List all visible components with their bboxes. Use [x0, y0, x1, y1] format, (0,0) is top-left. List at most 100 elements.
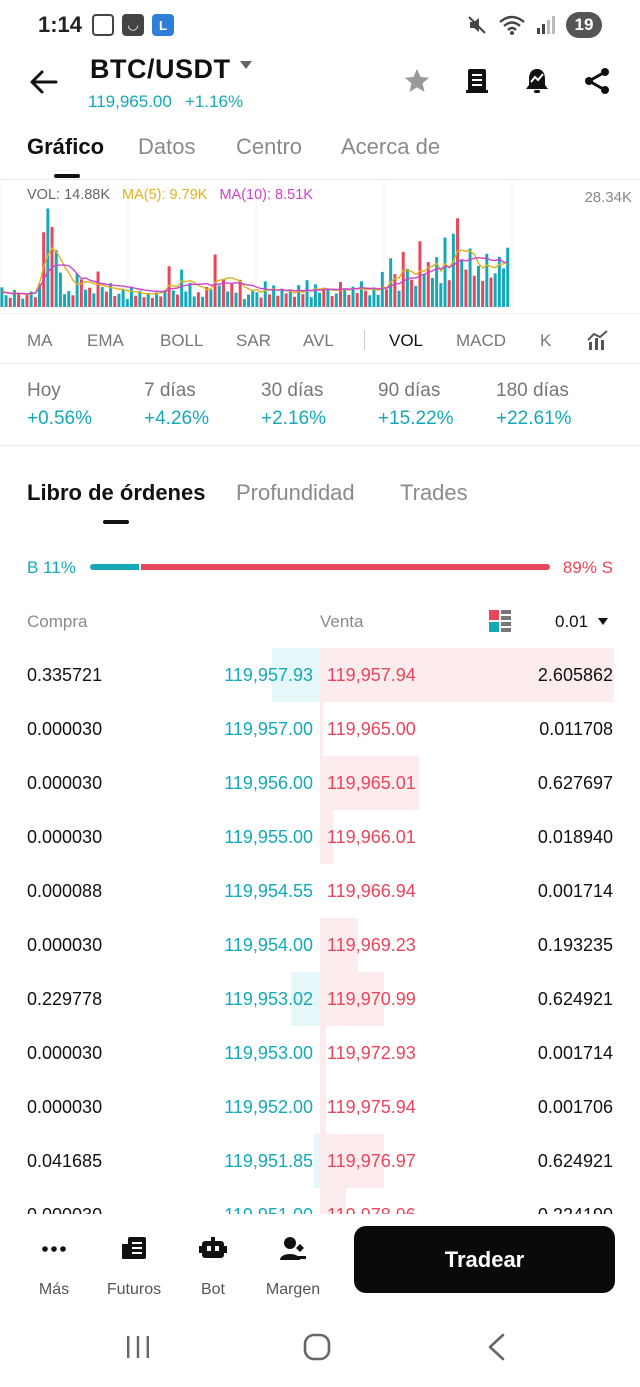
- column-header-venta: Venta: [320, 612, 364, 631]
- volume-bar: [481, 280, 485, 307]
- volume-bar: [502, 268, 506, 307]
- volume-bar: [272, 285, 276, 307]
- tab-centro[interactable]: Centro: [236, 134, 303, 159]
- ask-price: 119,969.23: [327, 935, 416, 955]
- orderbook-row[interactable]: 0.041685 119,951.85 119,976.97 0.624921: [0, 1134, 640, 1188]
- vol-legend: VOL: 14.88K: [27, 187, 111, 203]
- volume-bar: [171, 290, 175, 307]
- orderbook-row[interactable]: 0.229778 119,953.02 119,970.99 0.624921: [0, 972, 640, 1026]
- tab-acerca-de[interactable]: Acerca de: [341, 134, 441, 159]
- nav-label: Margen: [265, 1281, 321, 1298]
- indicator-macd[interactable]: MACD: [456, 331, 507, 350]
- volume-bar: [201, 296, 205, 307]
- volume-bar: [213, 254, 217, 307]
- trade-button[interactable]: Tradear: [354, 1226, 615, 1293]
- nav-bot[interactable]: Bot: [173, 1234, 253, 1299]
- orderbook-row[interactable]: 0.000030 119,957.00 119,965.00 0.011708: [0, 702, 640, 756]
- volume-bar: [33, 297, 37, 307]
- book-layout-icon[interactable]: [488, 609, 512, 633]
- orderbook-row[interactable]: 0.000030 119,952.00 119,975.94 0.001706: [0, 1080, 640, 1134]
- robot-icon: [199, 1237, 227, 1258]
- back-arrow-icon[interactable]: [28, 66, 60, 98]
- volume-bar: [397, 290, 401, 307]
- orderbook-row[interactable]: 0.000088 119,954.55 119,966.94 0.001714: [0, 864, 640, 918]
- volume-bar: [38, 283, 41, 307]
- volume-bar: [0, 287, 4, 307]
- orderbook-row[interactable]: 0.335721 119,957.93 119,957.94 2.605862: [0, 648, 640, 702]
- tab-trades[interactable]: Trades: [400, 480, 468, 505]
- price-alert-icon[interactable]: [522, 66, 552, 96]
- volume-bar: [263, 281, 267, 307]
- volume-bar: [12, 290, 16, 307]
- pair-selector[interactable]: BTC/USDT: [90, 54, 231, 84]
- indicator-boll[interactable]: BOLL: [160, 331, 204, 350]
- tab-profundidad[interactable]: Profundidad: [236, 480, 355, 505]
- volume-chart[interactable]: VOL: 14.88K MA(5): 9.79K MA(10): 8.51K 2…: [0, 180, 640, 314]
- volume-bar: [267, 294, 271, 307]
- ask-price: 119,966.94: [327, 881, 416, 901]
- indicator-avl[interactable]: AVL: [303, 331, 334, 350]
- volume-bar: [384, 289, 388, 307]
- sell-ratio-bar: [141, 564, 550, 570]
- indicator-tabs: MA EMA BOLL SAR AVL VOL MACD K: [0, 316, 640, 364]
- indicator-k[interactable]: K: [540, 331, 552, 350]
- nav-mas[interactable]: Más: [14, 1234, 94, 1299]
- buy-ratio-bar: [90, 564, 139, 570]
- recent-apps-icon[interactable]: [124, 1332, 152, 1362]
- volume-bar: [205, 286, 209, 307]
- bid-quantity: 0.000030: [27, 935, 103, 955]
- ask-depth-bar: [320, 1026, 326, 1080]
- volume-bar: [71, 295, 75, 307]
- indicator-ma[interactable]: MA: [27, 331, 53, 350]
- notes-icon[interactable]: [462, 66, 492, 96]
- ask-depth-bar: [320, 648, 614, 702]
- volume-bar: [29, 291, 33, 307]
- home-icon[interactable]: [302, 1332, 332, 1362]
- volume-bar: [92, 293, 96, 307]
- bid-quantity: 0.000088: [27, 881, 103, 901]
- volume-bar: [401, 251, 405, 307]
- volume-bar: [88, 287, 92, 307]
- chevron-down-icon[interactable]: [598, 618, 608, 625]
- ask-price: 119,978.96: [327, 1205, 416, 1214]
- star-icon[interactable]: [402, 66, 432, 96]
- volume-bar: [443, 237, 447, 307]
- volume-bar: [8, 297, 12, 307]
- tab-libro-de-ordenes[interactable]: Libro de órdenes: [27, 480, 206, 505]
- tab-grafico[interactable]: Gráfico: [27, 134, 105, 159]
- volume-bar: [138, 290, 142, 307]
- back-icon[interactable]: [484, 1332, 508, 1362]
- chevron-down-icon[interactable]: [240, 61, 252, 69]
- volume-bar: [430, 277, 434, 307]
- precision-select[interactable]: 0.01: [555, 612, 589, 631]
- orderbook-row[interactable]: 0.000030 119,953.00 119,972.93 0.001714: [0, 1026, 640, 1080]
- battery-badge: 19: [566, 12, 602, 38]
- ask-quantity: 0.627697: [537, 773, 613, 793]
- orderbook-row[interactable]: 0.000030 119,954.00 119,969.23 0.193235: [0, 918, 640, 972]
- volume-bar: [284, 293, 288, 307]
- indicator-ema[interactable]: EMA: [87, 331, 124, 350]
- orderbook-row[interactable]: 0.000030 119,956.00 119,965.01 0.627697: [0, 756, 640, 810]
- status-notification-icons: ◡ L: [92, 14, 174, 36]
- volume-bar: [326, 289, 330, 307]
- volume-bar: [334, 293, 338, 307]
- indicator-sar[interactable]: SAR: [236, 331, 271, 350]
- nav-futuros[interactable]: Futuros: [94, 1234, 174, 1299]
- indicator-vol[interactable]: VOL: [389, 331, 424, 350]
- bid-quantity: 0.335721: [27, 665, 103, 685]
- nav-label: Futuros: [106, 1281, 162, 1298]
- screenshot-icon: [92, 14, 114, 36]
- volume-chart-canvas: [0, 180, 513, 314]
- orderbook-row[interactable]: 0.000030 119,955.00 119,966.01 0.018940: [0, 810, 640, 864]
- volume-bar: [121, 289, 125, 307]
- nav-margen[interactable]: Margen: [253, 1234, 333, 1299]
- ask-quantity: 0.224190: [538, 1205, 613, 1214]
- share-icon[interactable]: [582, 66, 612, 96]
- orderbook-row[interactable]: 0.000030 119,951.00 119,978.96 0.224190: [0, 1188, 640, 1214]
- tab-datos[interactable]: Datos: [138, 134, 196, 159]
- sell-ratio-label: 89% S: [562, 558, 613, 577]
- indicator-settings-icon[interactable]: [586, 328, 610, 352]
- volume-bar: [104, 291, 108, 307]
- perf-180-dias: 180 días +22.61%: [496, 380, 572, 430]
- volume-bar: [414, 285, 418, 307]
